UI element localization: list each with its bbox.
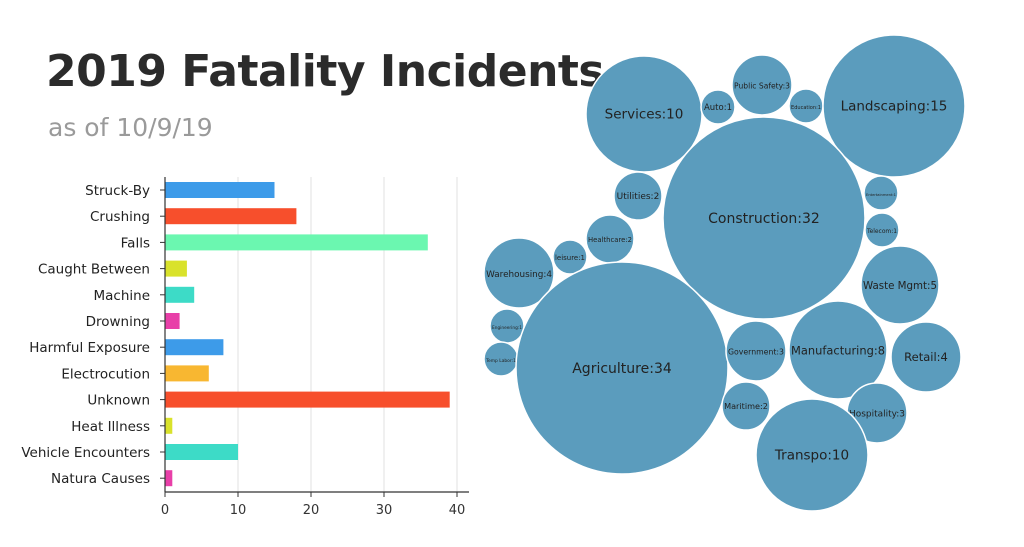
bubble-label: Healthcare:2 <box>588 236 632 244</box>
bubble-label: Entertainment:1 <box>866 193 896 197</box>
bubble-retail <box>890 321 962 393</box>
bubble-public-safety <box>731 54 793 116</box>
category-label: Unknown <box>87 393 150 409</box>
x-tick-label: 10 <box>230 503 247 518</box>
bar <box>165 208 297 225</box>
bubble-label: Government:3 <box>728 347 784 356</box>
bar <box>165 260 187 277</box>
bar <box>165 286 195 303</box>
bubble-label: Manufacturing:8 <box>791 344 885 358</box>
bar <box>165 313 180 329</box>
bubble-transpo <box>755 398 869 512</box>
category-label: Caught Between <box>38 262 150 278</box>
x-tick-label: 20 <box>303 503 320 518</box>
bubble-label: Utilities:2 <box>617 192 660 202</box>
bubble-label: Waste Mgmt:5 <box>863 280 937 292</box>
bar <box>165 444 238 460</box>
x-tick-label: 30 <box>376 503 393 518</box>
chart-title: 2019 Fatality Incidents <box>46 46 605 97</box>
bubble-auto <box>700 89 736 125</box>
chart-subtitle: as of 10/9/19 <box>48 113 213 142</box>
bar <box>165 234 428 251</box>
bubble-maritime <box>721 381 771 431</box>
bubble-label: Temp Labor:1 <box>485 358 516 364</box>
bubble-manufacturing <box>788 300 888 400</box>
bubble-label: Transpo:10 <box>774 448 849 464</box>
bubble-government <box>725 320 787 382</box>
bubble-label: Engineering:1 <box>492 325 522 331</box>
bubble-label: Auto:1 <box>704 103 732 113</box>
bubble-label: Telecom:1 <box>866 228 897 235</box>
bubble-label: Warehousing:4 <box>486 270 552 280</box>
bubble-telecom <box>864 212 900 248</box>
category-label: Drowning <box>86 314 150 330</box>
bubble-label: Agriculture:34 <box>572 361 672 377</box>
x-tick-label: 0 <box>161 503 169 518</box>
bubble-label: Landscaping:15 <box>841 99 948 115</box>
bubble-landscaping <box>822 34 966 178</box>
bar <box>165 339 224 356</box>
category-label: Vehicle Encounters <box>21 445 150 461</box>
bubble-leisure <box>552 239 588 275</box>
x-tick-label: 40 <box>449 503 466 518</box>
bar <box>165 417 173 434</box>
category-label: Electrocution <box>61 366 150 382</box>
bubble-label: Hospitality:3 <box>849 409 905 419</box>
bubble-entertainment <box>863 175 899 211</box>
bar <box>165 182 275 198</box>
bubble-label: Maritime:2 <box>724 401 768 411</box>
category-label: Crushing <box>90 209 150 225</box>
bubble-construction <box>662 116 866 320</box>
bubble-agriculture <box>515 261 729 475</box>
bar <box>165 391 450 408</box>
bubble-label: Retail:4 <box>904 350 948 364</box>
bubble-label: leisure:1 <box>555 254 585 262</box>
bubble-label: Education:1 <box>791 105 821 111</box>
category-label: Falls <box>121 235 150 251</box>
category-label: Heat Illness <box>71 419 150 435</box>
category-label: Machine <box>93 288 150 304</box>
bubble-label: Public Safety:3 <box>734 81 790 90</box>
bubble-label: Construction:32 <box>708 211 820 227</box>
category-label: Struck-By <box>85 183 150 199</box>
bar <box>165 365 209 382</box>
bubble-utilities <box>613 171 663 221</box>
bar <box>165 470 173 487</box>
category-label: Harmful Exposure <box>29 340 150 356</box>
bubble-warehousing <box>483 237 555 309</box>
bubble-label: Services:10 <box>605 107 684 123</box>
bubble-waste-mgmt <box>860 245 940 325</box>
category-label: Natura Causes <box>51 471 150 487</box>
